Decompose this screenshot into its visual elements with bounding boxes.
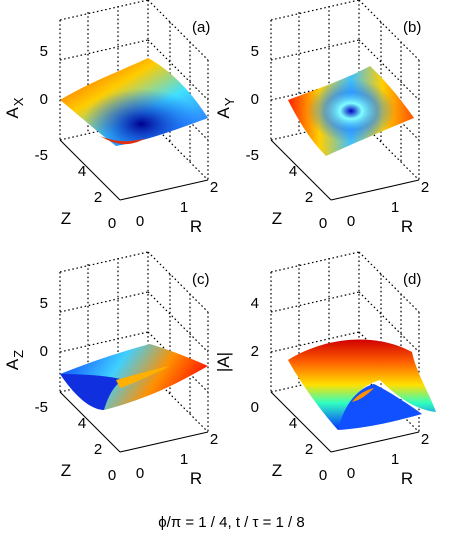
z-axis-line (270, 139, 332, 201)
z-depth-tick-label: 0 (319, 215, 327, 232)
z-axis-label: AZ (3, 350, 26, 370)
z-tick-label: -5 (246, 147, 259, 164)
grid-line (358, 291, 420, 353)
grid-line (358, 251, 420, 313)
surface-patch (288, 66, 414, 156)
grid-line (270, 251, 360, 273)
r-tick-label: 1 (391, 199, 399, 216)
z-depth-tick-label: 2 (94, 189, 102, 206)
grid-line (59, 251, 149, 273)
z-depth-axis-label: Z (61, 209, 71, 228)
r-tick-label: 1 (180, 199, 188, 216)
panel-label: (a) (192, 19, 210, 36)
surface-patch (288, 339, 436, 430)
z-depth-tick-label: 2 (94, 441, 102, 458)
z-depth-axis-label: Z (272, 209, 282, 228)
r-tick-label: 0 (136, 213, 144, 230)
r-axis-line (330, 431, 420, 453)
r-axis-line (119, 179, 209, 201)
grid-line (147, 0, 209, 61)
r-tick-label: 2 (421, 179, 429, 196)
z-axis-label: |A| (214, 352, 233, 372)
r-tick-label: 2 (210, 431, 218, 448)
z-tick-label: 5 (40, 43, 48, 60)
r-tick-label: 2 (421, 431, 429, 448)
r-tick-label: 0 (347, 213, 355, 230)
grid-line (59, 39, 149, 61)
z-tick-label: 0 (251, 399, 259, 416)
z-tick-label: 2 (251, 343, 259, 360)
z-tick-label: -5 (35, 147, 48, 164)
figure-caption: ϕ/π = 1 / 4, t / τ = 1 / 8 (158, 514, 305, 531)
panel-label: (d) (403, 271, 421, 288)
z-axis-label: AX (3, 97, 26, 118)
z-depth-tick-label: 0 (108, 467, 116, 484)
z-tick-label: 0 (40, 91, 48, 108)
r-tick-label: 2 (210, 179, 218, 196)
z-axis-label-sub: Y (222, 97, 237, 106)
z-depth-tick-label: 4 (289, 163, 297, 180)
grid-line (270, 39, 360, 61)
z-axis-line (270, 391, 332, 453)
panel-label: (c) (192, 271, 210, 288)
z-depth-tick-label: 4 (78, 163, 86, 180)
r-tick-label: 0 (136, 465, 144, 482)
z-depth-tick-label: 4 (78, 415, 86, 432)
z-tick-label: 4 (251, 295, 259, 312)
surface-patch (100, 136, 146, 145)
z-axis-label-sub: Z (11, 350, 26, 358)
z-tick-label: -5 (35, 399, 48, 416)
grid-line (147, 291, 209, 353)
grid-line (358, 39, 420, 101)
r-tick-label: 0 (347, 465, 355, 482)
z-depth-axis-label: Z (61, 461, 71, 480)
r-axis-label: R (401, 469, 413, 488)
z-depth-tick-label: 2 (305, 441, 313, 458)
z-axis-line (59, 391, 121, 453)
z-tick-label: 5 (40, 295, 48, 312)
r-tick-label: 1 (391, 451, 399, 468)
z-tick-label: 0 (251, 91, 259, 108)
z-depth-tick-label: 2 (305, 189, 313, 206)
z-axis-label: AY (214, 97, 237, 118)
grid-line (147, 39, 209, 101)
r-axis-line (330, 179, 420, 201)
surface-patch (116, 366, 170, 388)
z-depth-tick-label: 0 (319, 467, 327, 484)
surface-patch (60, 374, 124, 410)
grid-line (59, 291, 149, 313)
z-depth-tick-label: 4 (289, 415, 297, 432)
grid-line (358, 0, 420, 61)
r-axis-line (119, 431, 209, 453)
r-axis-label: R (190, 469, 202, 488)
surface-patch (352, 388, 374, 402)
surface-patch (60, 58, 208, 146)
panel-label: (b) (403, 19, 421, 36)
r-axis-label: R (190, 217, 202, 236)
z-tick-label: 5 (251, 43, 259, 60)
z-axis-label-sub: X (11, 97, 26, 106)
z-depth-axis-label: Z (272, 461, 282, 480)
grid-line (59, 0, 149, 21)
z-tick-label: 0 (40, 343, 48, 360)
grid-line (270, 291, 360, 313)
grid-line (270, 0, 360, 21)
grid-line (147, 251, 209, 313)
z-depth-tick-label: 0 (108, 215, 116, 232)
r-tick-label: 1 (180, 451, 188, 468)
r-axis-label: R (401, 217, 413, 236)
z-axis-line (59, 139, 121, 201)
